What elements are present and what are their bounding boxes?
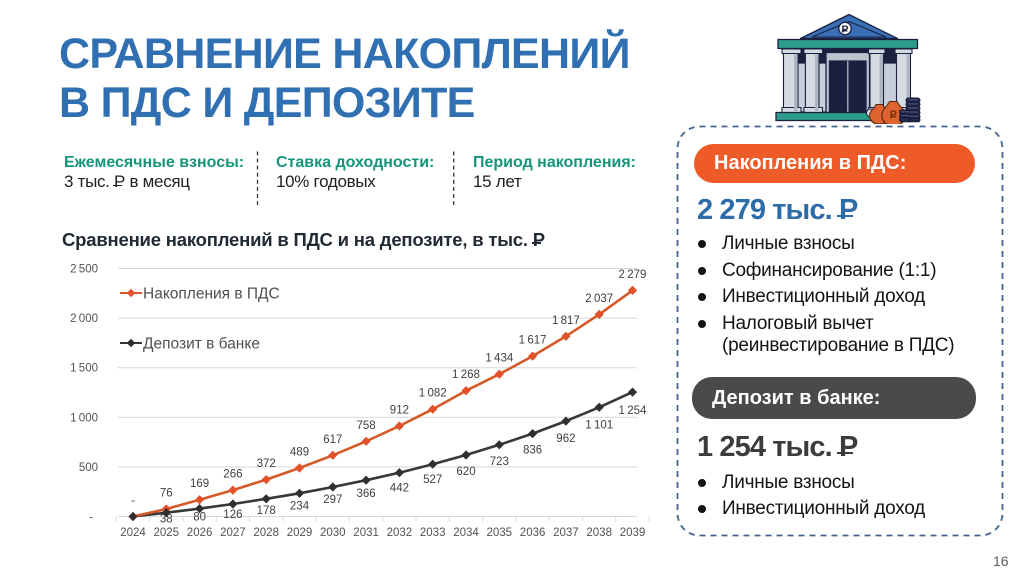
svg-text:Р: Р: [841, 23, 848, 35]
svg-text:2029: 2029: [287, 527, 313, 539]
svg-text:1 817: 1 817: [552, 315, 580, 327]
svg-text:442: 442: [390, 483, 409, 495]
svg-text:500: 500: [79, 462, 98, 474]
svg-text:234: 234: [290, 500, 310, 512]
svg-text:527: 527: [423, 474, 442, 486]
svg-text:76: 76: [160, 488, 173, 500]
svg-text:178: 178: [257, 505, 276, 517]
svg-text:912: 912: [390, 405, 409, 417]
svg-text:2039: 2039: [620, 527, 646, 539]
svg-text:489: 489: [290, 447, 309, 459]
svg-text:1 500: 1 500: [70, 363, 98, 375]
svg-text:1 082: 1 082: [419, 388, 447, 400]
svg-text:2030: 2030: [320, 527, 346, 539]
svg-text:38: 38: [160, 514, 173, 526]
svg-text:2028: 2028: [253, 527, 279, 539]
svg-text:1 434: 1 434: [485, 353, 513, 365]
svg-text:2027: 2027: [220, 527, 246, 539]
svg-text:2037: 2037: [553, 527, 579, 539]
svg-text:2034: 2034: [453, 527, 479, 539]
svg-text:2033: 2033: [420, 527, 446, 539]
svg-text:-: -: [89, 512, 93, 524]
svg-text:266: 266: [223, 469, 242, 481]
svg-text:Р: Р: [890, 109, 897, 121]
svg-text:1 000: 1 000: [70, 412, 98, 424]
svg-text:126: 126: [223, 509, 242, 521]
svg-text:1 617: 1 617: [519, 335, 547, 347]
svg-text:2031: 2031: [353, 527, 379, 539]
svg-text:2024: 2024: [120, 527, 146, 539]
svg-text:297: 297: [323, 494, 342, 506]
svg-text:Депозит в банке: Депозит в банке: [143, 336, 260, 353]
svg-text:2 500: 2 500: [70, 264, 98, 276]
svg-text:617: 617: [323, 434, 342, 446]
svg-text:2035: 2035: [487, 527, 513, 539]
svg-text:2036: 2036: [520, 527, 546, 539]
svg-text:2 000: 2 000: [70, 313, 98, 325]
svg-text:2 037: 2 037: [585, 293, 613, 305]
svg-text:2038: 2038: [586, 527, 612, 539]
svg-text:962: 962: [556, 433, 575, 445]
svg-text:80: 80: [193, 512, 206, 524]
svg-text:1 254: 1 254: [619, 405, 647, 417]
svg-text:372: 372: [257, 458, 276, 470]
svg-text:2025: 2025: [154, 527, 180, 539]
svg-text:2026: 2026: [187, 527, 213, 539]
svg-text:Накопления в ПДС: Накопления в ПДС: [143, 286, 280, 303]
svg-text:-: -: [131, 495, 135, 507]
svg-text:1 268: 1 268: [452, 369, 480, 381]
svg-text:2032: 2032: [387, 527, 413, 539]
svg-text:620: 620: [456, 466, 475, 478]
svg-text:836: 836: [523, 445, 542, 457]
svg-text:366: 366: [357, 488, 376, 500]
svg-text:723: 723: [490, 456, 509, 468]
svg-text:2 279: 2 279: [619, 269, 647, 281]
svg-text:758: 758: [357, 420, 376, 432]
svg-text:1 101: 1 101: [585, 419, 613, 431]
svg-text:169: 169: [190, 478, 209, 490]
